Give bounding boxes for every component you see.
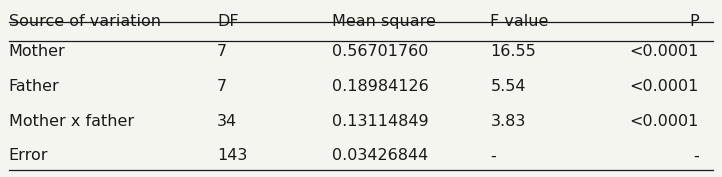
Text: Error: Error bbox=[9, 149, 48, 163]
Text: 143: 143 bbox=[217, 149, 248, 163]
Text: <0.0001: <0.0001 bbox=[630, 79, 699, 94]
Text: 0.56701760: 0.56701760 bbox=[332, 44, 429, 59]
Text: 34: 34 bbox=[217, 114, 238, 129]
Text: 0.18984126: 0.18984126 bbox=[332, 79, 429, 94]
Text: -: - bbox=[490, 149, 496, 163]
Text: Mean square: Mean square bbox=[332, 14, 436, 28]
Text: 0.13114849: 0.13114849 bbox=[332, 114, 429, 129]
Text: <0.0001: <0.0001 bbox=[630, 44, 699, 59]
Text: 0.03426844: 0.03426844 bbox=[332, 149, 428, 163]
Text: 3.83: 3.83 bbox=[490, 114, 526, 129]
Text: Source of variation: Source of variation bbox=[9, 14, 160, 28]
Text: 16.55: 16.55 bbox=[490, 44, 536, 59]
Text: 7: 7 bbox=[217, 79, 227, 94]
Text: Father: Father bbox=[9, 79, 59, 94]
Text: -: - bbox=[693, 149, 699, 163]
Text: P: P bbox=[690, 14, 699, 28]
Text: <0.0001: <0.0001 bbox=[630, 114, 699, 129]
Text: 7: 7 bbox=[217, 44, 227, 59]
Text: DF: DF bbox=[217, 14, 239, 28]
Text: 5.54: 5.54 bbox=[490, 79, 526, 94]
Text: Mother: Mother bbox=[9, 44, 65, 59]
Text: F value: F value bbox=[490, 14, 549, 28]
Text: Mother x father: Mother x father bbox=[9, 114, 134, 129]
